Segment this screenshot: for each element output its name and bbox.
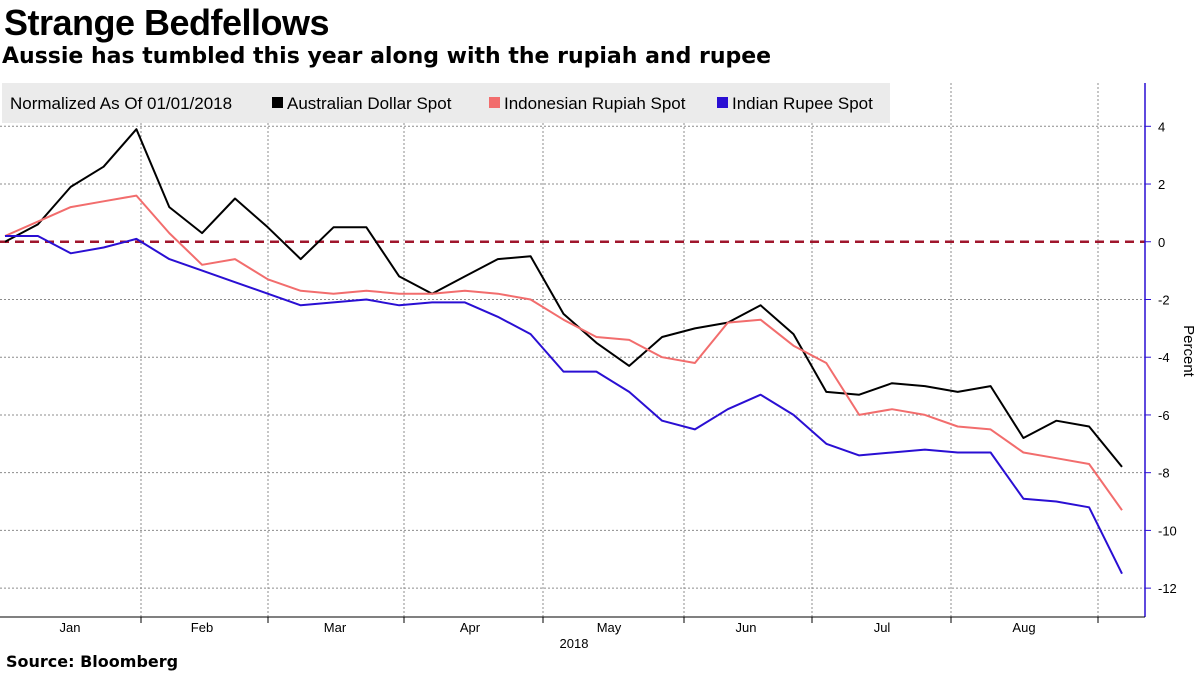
x-tick-label: Jan: [60, 620, 81, 635]
series-lines: [4, 128, 1123, 575]
legend-title: Normalized As Of 01/01/2018: [10, 94, 232, 113]
legend-swatch-australian-dollar-spot: [272, 97, 283, 108]
y-tick-label: -12: [1158, 581, 1177, 596]
gridlines: [0, 83, 1145, 617]
legend-swatch-indonesian-rupiah-spot: [489, 97, 500, 108]
x-tick-label: Jun: [736, 620, 757, 635]
y-axis-label: Percent: [1180, 325, 1197, 378]
y-tick-label: 0: [1158, 235, 1165, 250]
y-tick-label: -8: [1158, 466, 1170, 481]
y-axis: 4 2 0 -2 -4 -6 -8 -10 -12: [1144, 83, 1177, 617]
legend-background: [2, 83, 890, 123]
x-tick-label: Jul: [874, 620, 891, 635]
y-tick-label: -10: [1158, 523, 1177, 538]
y-tick-label: -2: [1158, 292, 1170, 307]
series-line-indonesian-rupiah-spot: [4, 194, 1123, 511]
x-axis-year-label: 2018: [560, 636, 589, 651]
legend-label-indian-rupee-spot: Indian Rupee Spot: [732, 94, 873, 113]
x-tick-label: Mar: [324, 620, 347, 635]
legend-label-indonesian-rupiah-spot: Indonesian Rupiah Spot: [504, 94, 686, 113]
source-note: Source: Bloomberg: [6, 652, 179, 671]
series-line-australian-dollar-spot: [4, 128, 1123, 468]
y-tick-label: -4: [1158, 350, 1170, 365]
legend-swatch-indian-rupee-spot: [717, 97, 728, 108]
series-line-indian-rupee-spot: [5, 235, 1123, 575]
legend: Normalized As Of 01/01/2018 Australian D…: [2, 83, 890, 123]
x-tick-label: Feb: [191, 620, 213, 635]
legend-label-australian-dollar-spot: Australian Dollar Spot: [287, 94, 452, 113]
x-tick-label: May: [597, 620, 622, 635]
x-tick-label: Aug: [1012, 620, 1035, 635]
chart-title: Strange Bedfellows: [4, 2, 330, 43]
y-tick-label: 4: [1158, 119, 1165, 134]
y-tick-label: 2: [1158, 177, 1165, 192]
y-tick-label: -6: [1158, 408, 1170, 423]
chart-subtitle: Aussie has tumbled this year along with …: [2, 44, 772, 69]
x-tick-label: Apr: [460, 620, 481, 635]
x-axis: Jan Feb Mar Apr May Jun Jul Aug: [0, 616, 1145, 635]
